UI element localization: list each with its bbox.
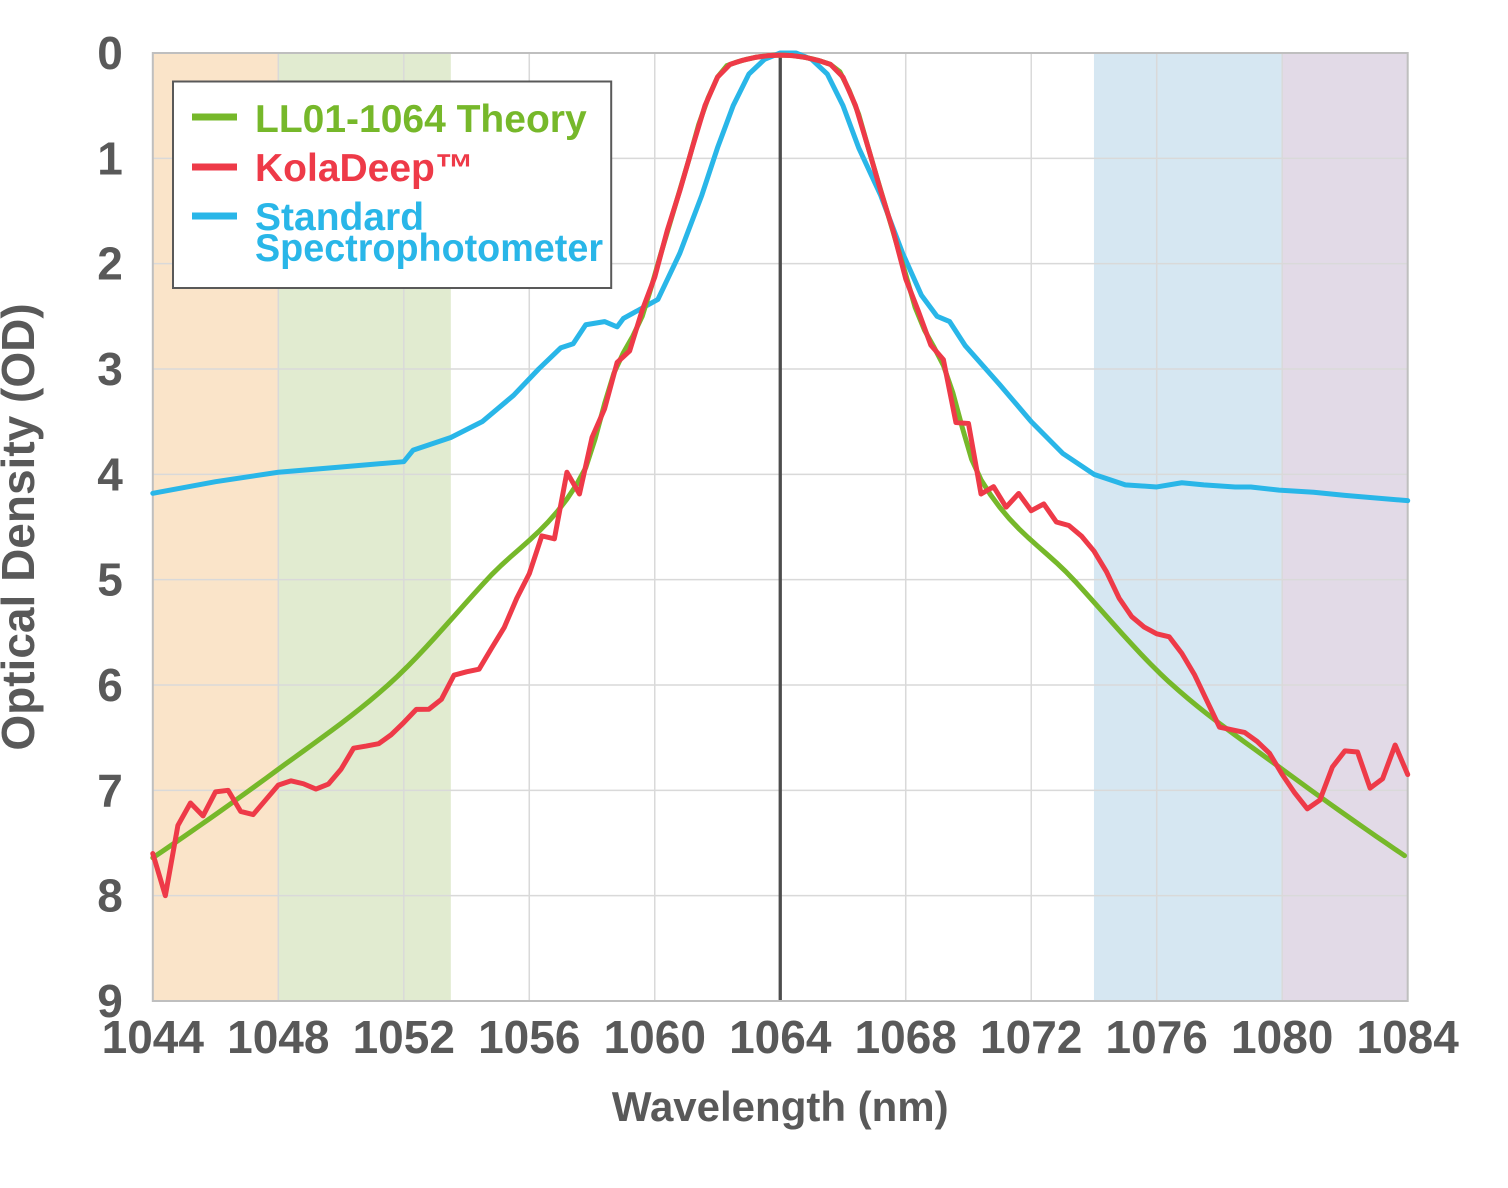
svg-text:LL01-1064 Theory: LL01-1064 Theory bbox=[255, 98, 587, 141]
svg-text:5: 5 bbox=[97, 554, 123, 606]
svg-text:1056: 1056 bbox=[478, 1011, 580, 1063]
svg-text:2: 2 bbox=[97, 238, 123, 290]
svg-text:9: 9 bbox=[97, 975, 123, 1027]
svg-text:Spectrophotometer: Spectrophotometer bbox=[255, 227, 603, 270]
svg-text:1080: 1080 bbox=[1231, 1011, 1333, 1063]
svg-text:6: 6 bbox=[97, 659, 123, 711]
svg-text:8: 8 bbox=[97, 870, 123, 922]
svg-text:1072: 1072 bbox=[980, 1011, 1082, 1063]
svg-text:1076: 1076 bbox=[1106, 1011, 1208, 1063]
svg-text:7: 7 bbox=[97, 764, 123, 816]
svg-text:0: 0 bbox=[97, 27, 123, 79]
svg-text:1084: 1084 bbox=[1357, 1011, 1460, 1063]
svg-text:Wavelength (nm): Wavelength (nm) bbox=[612, 1083, 949, 1130]
svg-text:Optical Density (OD): Optical Density (OD) bbox=[0, 303, 44, 750]
svg-text:1052: 1052 bbox=[353, 1011, 455, 1063]
svg-text:1048: 1048 bbox=[227, 1011, 329, 1063]
svg-text:3: 3 bbox=[97, 343, 123, 395]
svg-text:4: 4 bbox=[97, 448, 123, 500]
svg-text:KolaDeep™: KolaDeep™ bbox=[255, 147, 474, 190]
svg-text:1064: 1064 bbox=[729, 1011, 832, 1063]
svg-text:1068: 1068 bbox=[855, 1011, 957, 1063]
svg-text:1: 1 bbox=[97, 132, 123, 184]
svg-text:1060: 1060 bbox=[604, 1011, 706, 1063]
